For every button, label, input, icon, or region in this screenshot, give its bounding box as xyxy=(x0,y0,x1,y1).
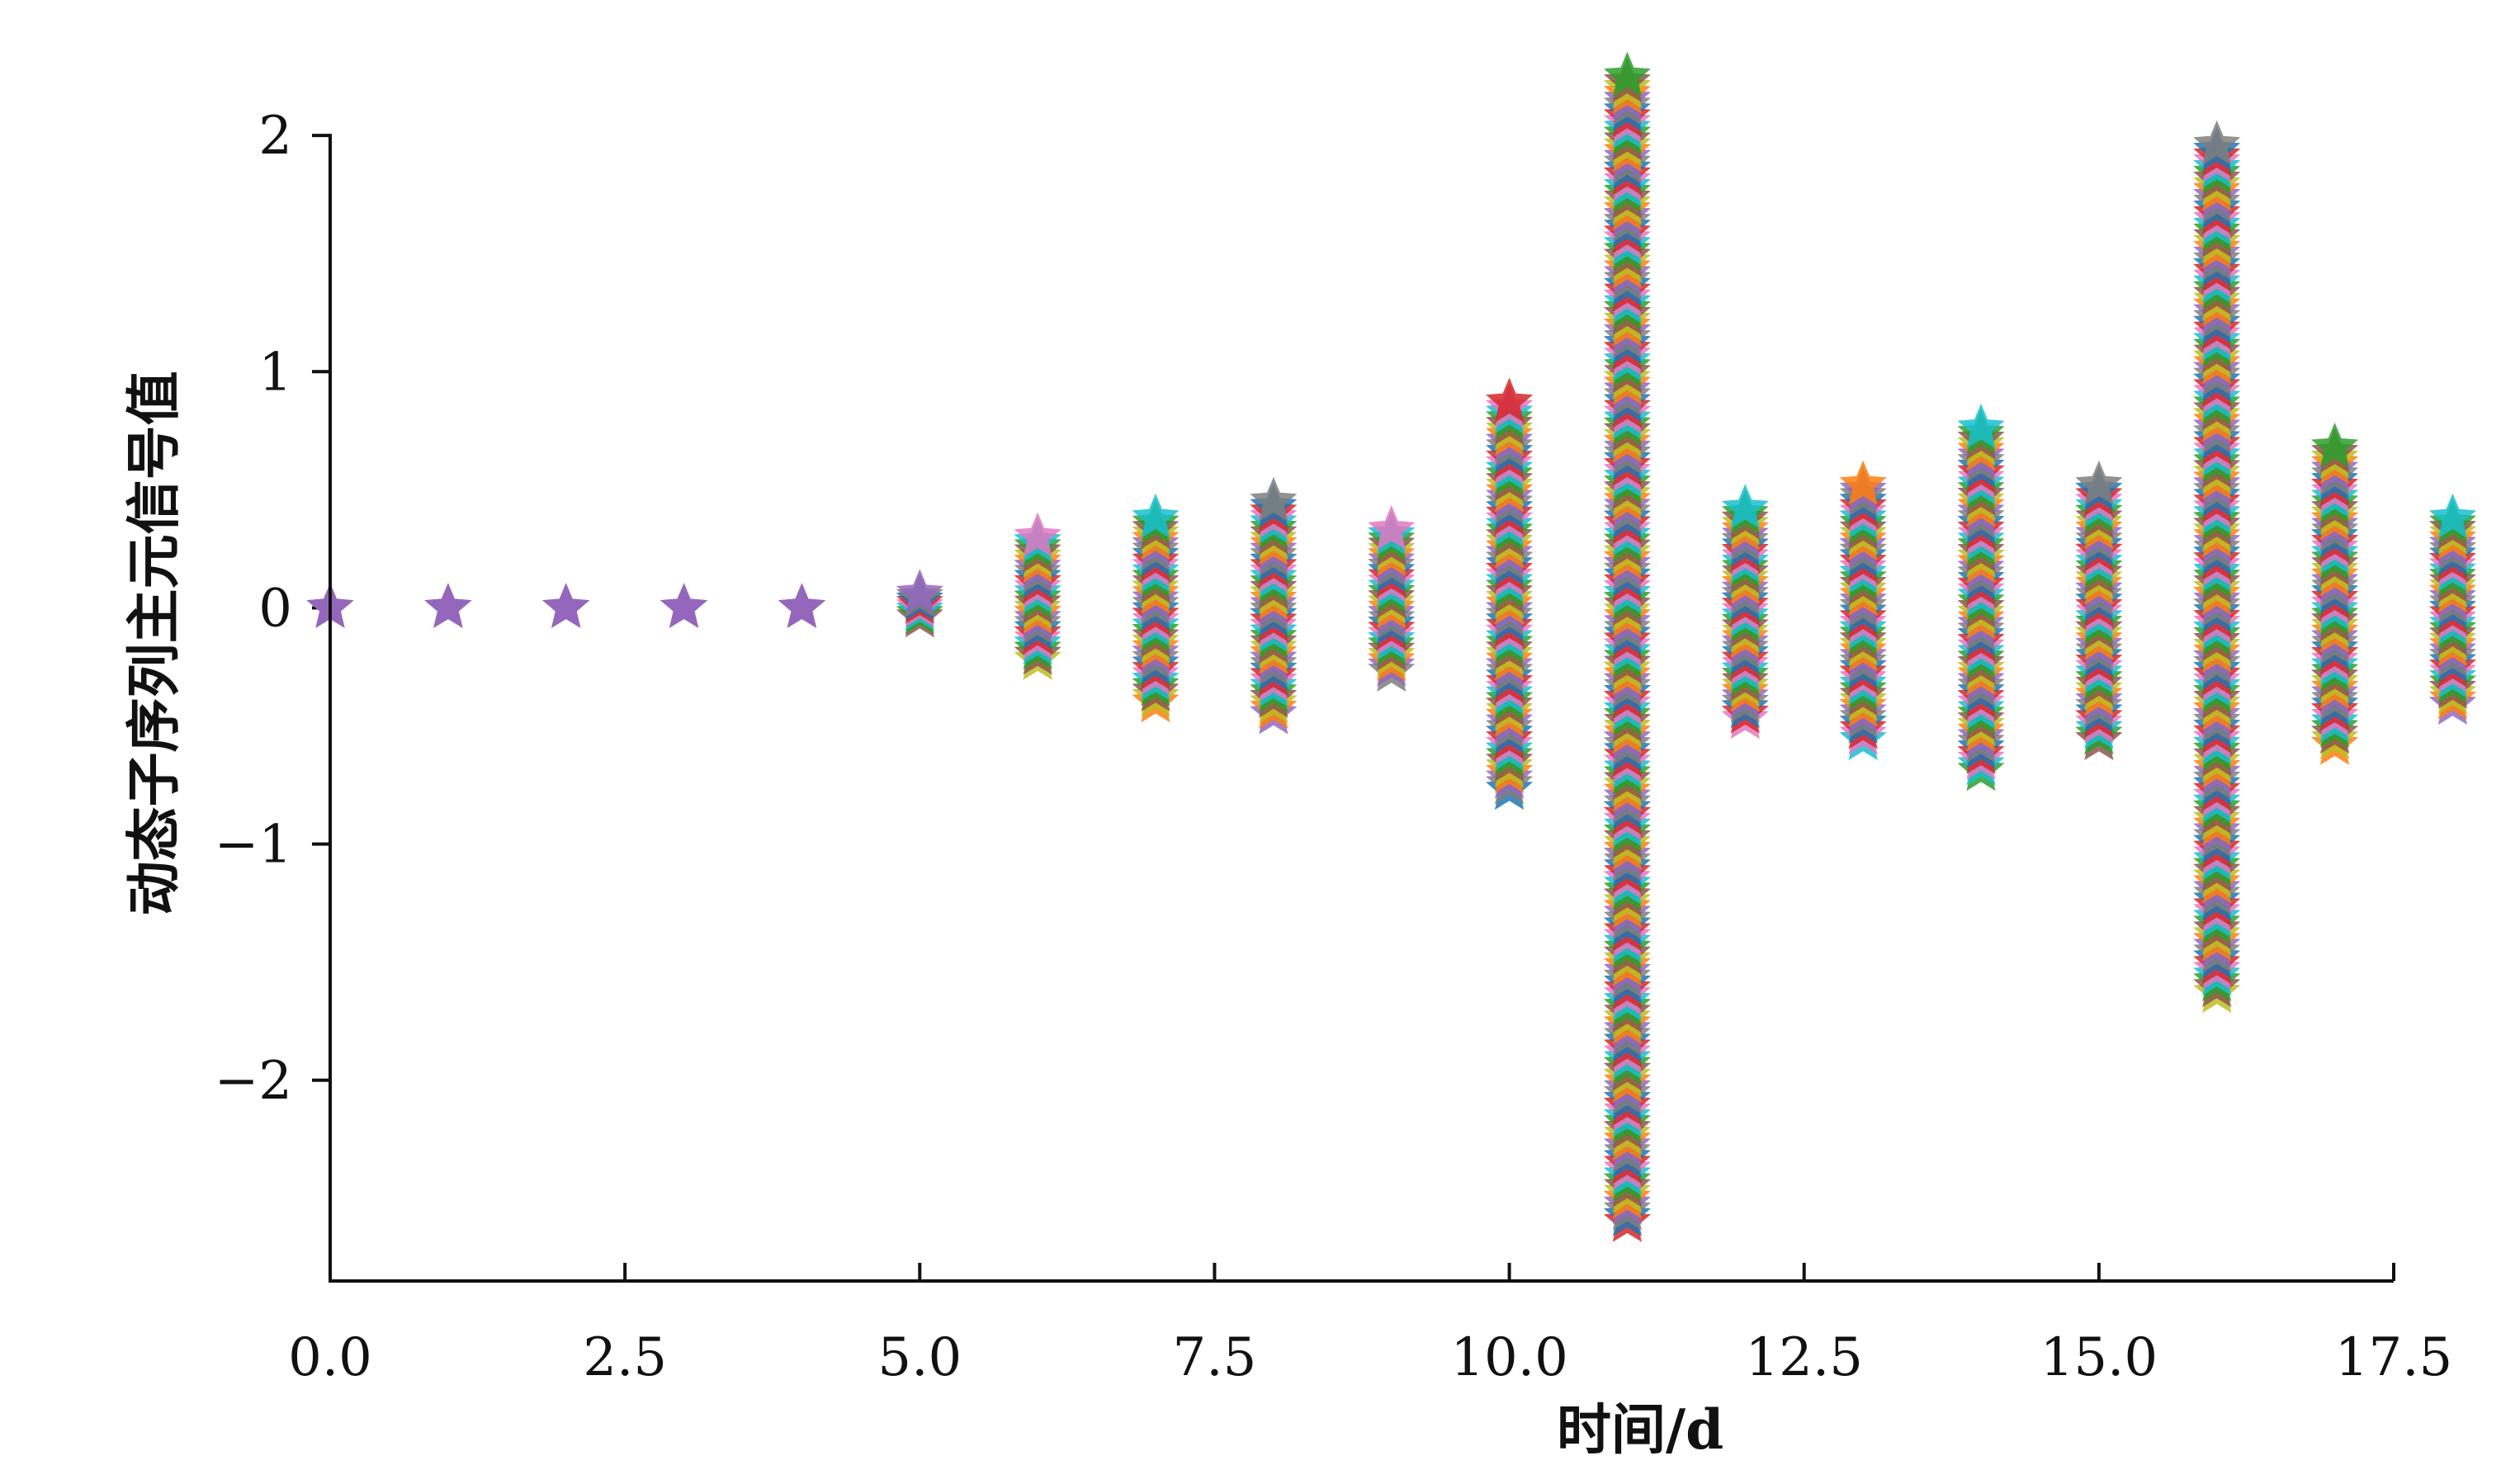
y-tick-label: 2 xyxy=(258,106,292,167)
y-tick-label: 1 xyxy=(258,342,292,403)
scatter-point xyxy=(1014,512,1061,557)
x-tick-label: 15.0 xyxy=(2040,1327,2158,1388)
x-tick-label: 2.5 xyxy=(583,1327,667,1388)
x-tick-label: 0.0 xyxy=(288,1327,372,1388)
scatter-point xyxy=(542,583,590,628)
x-axis-ticks: 0.0 2.5 5.0 7.5 10.0 12.5 15.0 17.5 xyxy=(288,1263,2452,1388)
scatter-point xyxy=(1368,505,1416,551)
y-tick-label: 0 xyxy=(258,578,292,639)
y-tick-label: −2 xyxy=(215,1051,292,1112)
data-points xyxy=(306,51,2476,1242)
scatter-point xyxy=(1957,404,2005,449)
scatter-point xyxy=(896,569,943,614)
x-tick-label: 12.5 xyxy=(1745,1327,1863,1388)
scatter-point xyxy=(2075,460,2123,505)
scatter-point xyxy=(2193,120,2241,165)
x-tick-label: 7.5 xyxy=(1173,1327,1257,1388)
scatter-point xyxy=(1839,460,1887,505)
scatter-point xyxy=(778,583,825,628)
scatter-point xyxy=(1132,493,1180,538)
scatter-point xyxy=(1721,484,1769,529)
scatter-point xyxy=(1250,476,1298,522)
y-axis-title: 动态子序列主元信号值 xyxy=(121,371,186,915)
scatter-point xyxy=(2311,422,2359,468)
x-axis-title: 时间/d xyxy=(1557,1397,1723,1462)
scatter-point xyxy=(660,583,708,628)
x-tick-label: 17.5 xyxy=(2335,1327,2453,1388)
scatter-point xyxy=(1603,51,1651,97)
x-tick-label: 5.0 xyxy=(877,1327,962,1388)
scatter-point xyxy=(1486,377,1534,423)
y-axis-ticks: 2 1 0 −1 −2 xyxy=(215,106,330,1112)
scatter-point xyxy=(2428,493,2476,538)
y-tick-label: −1 xyxy=(215,815,292,876)
scatter-point xyxy=(424,583,472,628)
x-tick-label: 10.0 xyxy=(1450,1327,1568,1388)
